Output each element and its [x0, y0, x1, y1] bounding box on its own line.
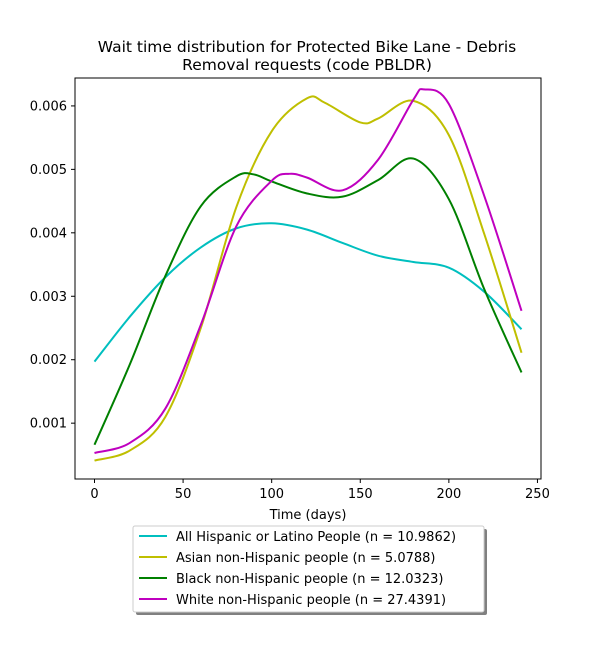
- legend: All Hispanic or Latino People (n = 10.98…: [132, 525, 487, 615]
- x-tick-label: 50: [175, 487, 192, 502]
- chart-title-line: Removal requests (code PBLDR): [182, 56, 432, 74]
- y-tick-label: 0.005: [30, 163, 67, 178]
- x-axis-label: Time (days): [269, 508, 347, 523]
- x-tick-label: 100: [259, 487, 284, 502]
- y-tick-label: 0.003: [30, 290, 67, 305]
- chart-title: Wait time distribution for Protected Bik…: [98, 38, 517, 74]
- legend-box: [132, 525, 485, 613]
- x-tick-label: 0: [90, 487, 98, 502]
- x-axis-ticks: 0 50 100 150 200 250: [90, 479, 550, 502]
- legend-label: All Hispanic or Latino People (n = 10.98…: [176, 530, 456, 545]
- series-line-2: [94, 95, 523, 462]
- legend-label: Black non-Hispanic people (n = 12.0323): [176, 572, 443, 587]
- y-tick-label: 0.002: [30, 353, 67, 368]
- plot-frame: [74, 77, 542, 480]
- y-tick-label: 0.001: [30, 417, 67, 432]
- chart-title-line: Wait time distribution for Protected Bik…: [98, 38, 517, 56]
- y-axis-ticks: 0.001 0.002 0.003 0.004 0.005 0.006: [30, 99, 75, 432]
- x-tick-label: 150: [348, 487, 373, 502]
- legend-label: White non-Hispanic people (n = 27.4391): [176, 593, 446, 608]
- legend-label: Asian non-Hispanic people (n = 5.0788): [176, 551, 435, 566]
- series-lines: [93, 88, 523, 462]
- y-tick-label: 0.004: [30, 226, 67, 241]
- x-tick-label: 250: [525, 487, 550, 502]
- x-tick-label: 200: [436, 487, 461, 502]
- y-tick-label: 0.006: [30, 99, 67, 114]
- series-line-4: [94, 88, 523, 454]
- series-line-3: [93, 157, 523, 446]
